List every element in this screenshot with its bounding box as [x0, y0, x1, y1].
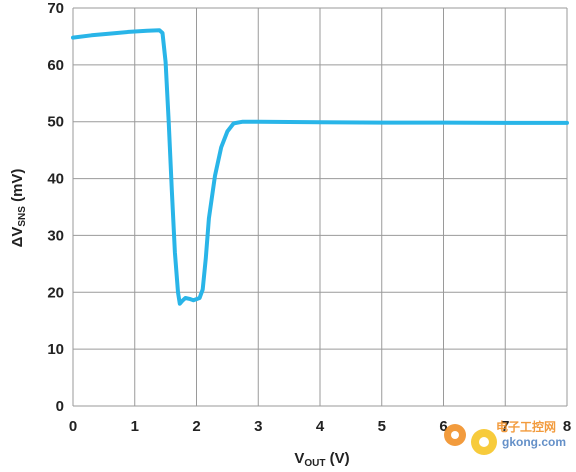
y-tick-label: 10: [47, 341, 64, 358]
x-tick-labels: 0 1 2 3 4 5 6 7 8: [69, 418, 571, 435]
y-tick-label: 50: [47, 114, 64, 131]
x-tick-label: 8: [563, 418, 571, 435]
gear-icon: [444, 424, 466, 446]
y-tick-labels: 0 10 20 30 40 50 60 70: [47, 0, 64, 415]
x-tick-label: 1: [131, 418, 139, 435]
x-tick-label: 3: [254, 418, 262, 435]
gear-icon: [471, 429, 497, 455]
series-group: [71, 28, 569, 306]
x-tick-label: 7: [501, 418, 509, 435]
series-line: [71, 28, 569, 306]
x-tick-label: 4: [316, 418, 325, 435]
x-tick-label: 6: [439, 418, 447, 435]
x-axis-label: VOUT (V): [294, 450, 349, 469]
grid: [72, 7, 568, 407]
x-tick-label: 0: [69, 418, 77, 435]
y-axis-label: ΔVSNS (mV): [9, 169, 28, 248]
watermark-logo: 电子工控网 gkong.com: [444, 419, 566, 455]
x-tick-label: 5: [378, 418, 386, 435]
y-tick-label: 40: [47, 171, 64, 188]
watermark-text-url: gkong.com: [502, 435, 566, 449]
y-tick-label: 60: [47, 57, 64, 74]
y-tick-label: 20: [47, 284, 64, 301]
x-tick-label: 2: [192, 418, 200, 435]
watermark-text-cn: 电子工控网: [496, 419, 556, 434]
y-tick-label: 30: [47, 227, 64, 244]
y-tick-label: 0: [56, 398, 64, 415]
y-tick-label: 70: [47, 0, 64, 17]
